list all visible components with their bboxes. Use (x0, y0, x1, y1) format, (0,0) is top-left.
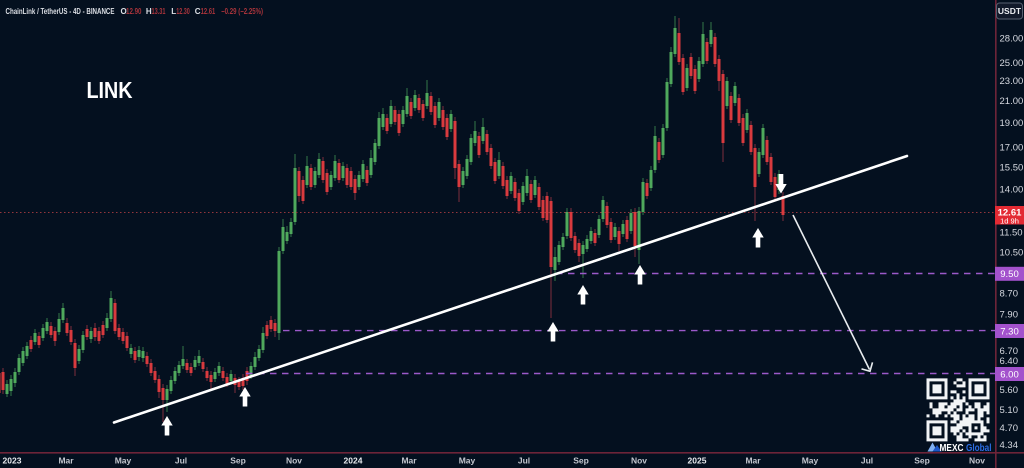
svg-text:12.61: 12.61 (998, 208, 1022, 219)
svg-text:May: May (115, 456, 132, 466)
svg-text:5.60: 5.60 (1000, 385, 1019, 396)
svg-text:2024: 2024 (344, 456, 363, 466)
svg-text:ChainLink / TetherUS - 4D - BI: ChainLink / TetherUS - 4D - BINANCE (6, 7, 116, 16)
svg-text:Jul: Jul (518, 456, 530, 466)
svg-text:15.50: 15.50 (1000, 162, 1024, 173)
svg-text:2023: 2023 (3, 456, 22, 466)
svg-text:2025: 2025 (688, 456, 707, 466)
svg-text:Mar: Mar (58, 456, 74, 466)
svg-text:MEXC: MEXC (940, 442, 964, 454)
svg-text:19.00: 19.00 (1000, 118, 1024, 129)
svg-text:May: May (459, 456, 476, 466)
svg-text:Sep: Sep (573, 456, 589, 466)
svg-text:Mar: Mar (745, 456, 761, 466)
svg-text:10.50: 10.50 (1000, 248, 1024, 259)
svg-text:28.00: 28.00 (1000, 33, 1024, 44)
svg-text:6.70: 6.70 (1000, 346, 1019, 357)
svg-text:Nov: Nov (631, 456, 647, 466)
svg-text:6.00: 6.00 (1000, 369, 1019, 380)
svg-text:Nov: Nov (286, 456, 302, 466)
svg-text:7.90: 7.90 (1000, 310, 1019, 321)
svg-text:Global: Global (966, 442, 992, 454)
svg-text:21.00: 21.00 (1000, 96, 1024, 107)
svg-text:Mar: Mar (401, 456, 417, 466)
svg-text:23.00: 23.00 (1000, 76, 1024, 87)
svg-text:Jul: Jul (861, 456, 873, 466)
svg-text:LINK: LINK (87, 77, 133, 103)
svg-text:May: May (802, 456, 819, 466)
svg-text:4.70: 4.70 (1000, 423, 1019, 434)
svg-text:Nov: Nov (969, 456, 985, 466)
svg-text:9.50: 9.50 (1000, 269, 1019, 280)
svg-text:5.10: 5.10 (1000, 405, 1019, 416)
svg-text:4.34: 4.34 (1000, 440, 1019, 451)
svg-text:14.00: 14.00 (1000, 185, 1024, 196)
svg-text:25.00: 25.00 (1000, 58, 1024, 69)
svg-text:7.30: 7.30 (1000, 326, 1019, 337)
svg-text:Sep: Sep (230, 456, 246, 466)
svg-text:USDT: USDT (998, 6, 1022, 16)
svg-text:11.50: 11.50 (1000, 228, 1023, 239)
svg-text:6.40: 6.40 (1000, 356, 1019, 367)
svg-text:8.70: 8.70 (1000, 289, 1019, 300)
svg-text:Jul: Jul (175, 456, 187, 466)
svg-text:1d 9h: 1d 9h (1000, 217, 1019, 226)
svg-text:Sep: Sep (914, 456, 930, 466)
svg-text:17.00: 17.00 (1000, 142, 1024, 153)
